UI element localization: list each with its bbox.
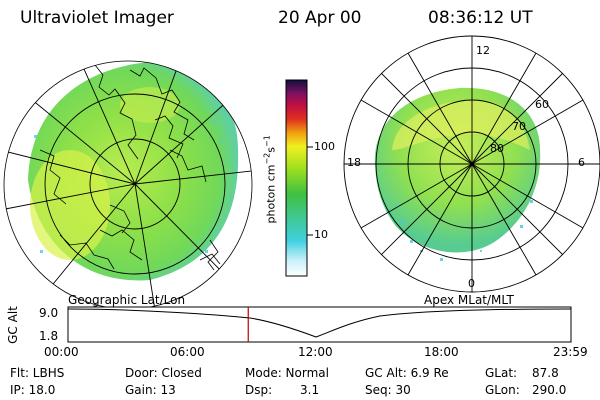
colorbar-tick-10: 10 [314, 228, 328, 241]
time-label: 08:36:12 UT [428, 8, 533, 28]
timeline-ylabel: GC Alt [5, 306, 20, 344]
status-dsp-value: 3.1 [300, 383, 320, 397]
status-filter: Flt: LBHS [10, 366, 65, 380]
status-gain: Gain: 13 [125, 383, 176, 397]
status-seq: Seq: 30 [365, 383, 411, 397]
status-mode: Mode: Normal [245, 366, 329, 380]
status-dsp-label: Dsp: [245, 383, 273, 397]
timeline-xtick-2: 12:00 [298, 345, 333, 359]
timeline-xtick-0: 00:00 [44, 345, 79, 359]
lat-label-70: 70 [512, 120, 526, 133]
timeline-xtick-3: 18:00 [424, 345, 459, 359]
date-label: 20 Apr 00 [278, 8, 362, 28]
status-glat-label: GLat: [485, 366, 518, 380]
status-ip: IP: 18.0 [10, 383, 56, 397]
left-map-caption: Geographic Lat/Lon [68, 293, 186, 307]
unit-sup-1: −2 [262, 152, 272, 165]
status-glat-value: 87.8 [532, 366, 559, 380]
lat-label-60: 60 [535, 98, 549, 111]
right-map-boundary [343, 35, 600, 293]
app-title: Ultraviolet Imager [20, 8, 174, 28]
status-glon-label: GLon: [485, 383, 520, 397]
mlt-label-right: 6 [578, 156, 585, 169]
altitude-curve [67, 308, 572, 338]
mlt-label-top: 12 [476, 44, 490, 57]
lat-label-80: 80 [490, 142, 504, 155]
colorbar-tick-100: 100 [314, 140, 335, 153]
mlt-label-left: 18 [347, 156, 361, 169]
timeline-xtick-4: 23:59 [553, 345, 588, 359]
apex-map [343, 35, 600, 293]
unit-mid: s [264, 146, 278, 153]
geographic-map [3, 60, 253, 310]
unit-text: photon cm [264, 164, 278, 224]
colorbar [285, 79, 313, 277]
right-map-caption: Apex MLat/MLT [424, 293, 514, 307]
timeline-xtick-1: 06:00 [170, 345, 205, 359]
status-gc-alt: GC Alt: 6.9 Re [365, 366, 449, 380]
timeline-frame [67, 306, 572, 343]
colorbar-unit-label: photon cm−2s−1 [263, 99, 278, 259]
mlt-label-bottom: 0 [468, 277, 475, 290]
timeline-ymax: 9.0 [39, 306, 59, 320]
unit-sup-2: −1 [262, 135, 272, 147]
status-door: Door: Closed [125, 366, 202, 380]
status-glon-value: 290.0 [532, 383, 567, 397]
timeline-ymin: 1.8 [39, 329, 59, 343]
altitude-timeline [67, 306, 572, 343]
